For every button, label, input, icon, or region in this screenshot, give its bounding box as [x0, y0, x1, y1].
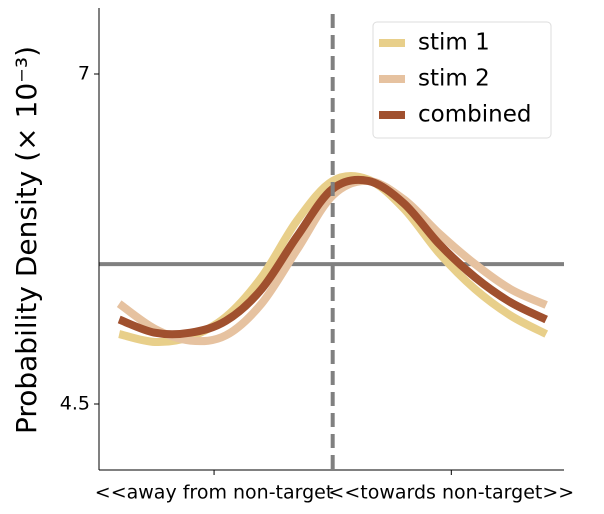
y-axis-label: Probability Density (× 10⁻³)	[10, 46, 43, 434]
y-tick-label: 7	[78, 63, 90, 85]
legend-label: stim 1	[418, 30, 490, 56]
x-tick-label: <<towards non-target>>	[328, 482, 574, 504]
y-tick-label: 4.5	[60, 393, 90, 415]
legend-label: stim 2	[418, 66, 490, 92]
legend-box	[372, 21, 552, 139]
legend-label: combined	[418, 102, 531, 128]
x-tick-label: <<away from non-target	[95, 482, 334, 504]
